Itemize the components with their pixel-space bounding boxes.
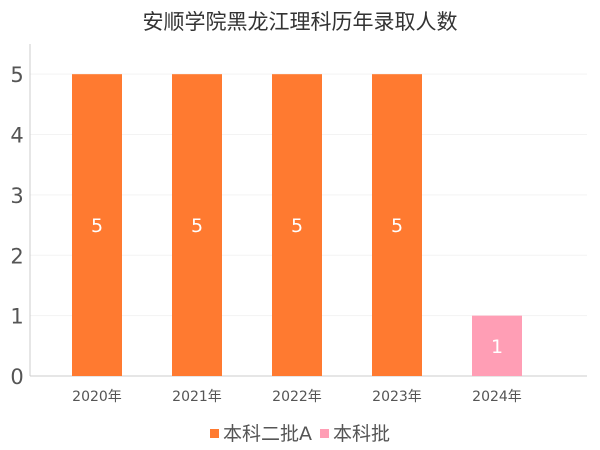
y-tick-label: 2 xyxy=(10,244,23,268)
data-label: 5 xyxy=(91,215,103,237)
bar-series-0-2 xyxy=(272,74,322,376)
data-label: 1 xyxy=(491,336,503,358)
bar-series-0-3 xyxy=(372,74,422,376)
legend-swatch-series-0 xyxy=(209,429,219,438)
data-label: 5 xyxy=(391,215,403,237)
legend: 本科二批A 本科批 xyxy=(0,419,600,446)
data-label: 5 xyxy=(291,215,303,237)
y-tick-label: 1 xyxy=(10,305,23,329)
x-tick-label: 2022年 xyxy=(272,389,322,405)
y-tick-label: 0 xyxy=(10,365,23,389)
bar-series-0-0 xyxy=(72,74,122,376)
data-label: 5 xyxy=(191,215,203,237)
legend-label-series-1: 本科批 xyxy=(333,423,391,445)
chart-title: 安顺学院黑龙江理科历年录取人数 xyxy=(142,10,458,34)
bar-series-0-1 xyxy=(172,74,222,376)
x-tick-label: 2023年 xyxy=(372,389,422,405)
legend-item-series-1[interactable]: 本科批 xyxy=(320,419,390,446)
legend-label-series-0: 本科二批A xyxy=(222,423,312,445)
bar-series-1-4 xyxy=(472,315,522,376)
y-tick-label: 3 xyxy=(10,184,23,208)
legend-item-series-0[interactable]: 本科二批A xyxy=(209,419,312,446)
y-tick-label: 5 xyxy=(10,63,23,87)
legend-swatch-series-1 xyxy=(320,429,330,438)
x-tick-label: 2024年 xyxy=(472,389,522,405)
y-tick-label: 4 xyxy=(10,124,23,148)
x-tick-label: 2021年 xyxy=(172,389,222,405)
x-tick-label: 2020年 xyxy=(72,389,122,405)
